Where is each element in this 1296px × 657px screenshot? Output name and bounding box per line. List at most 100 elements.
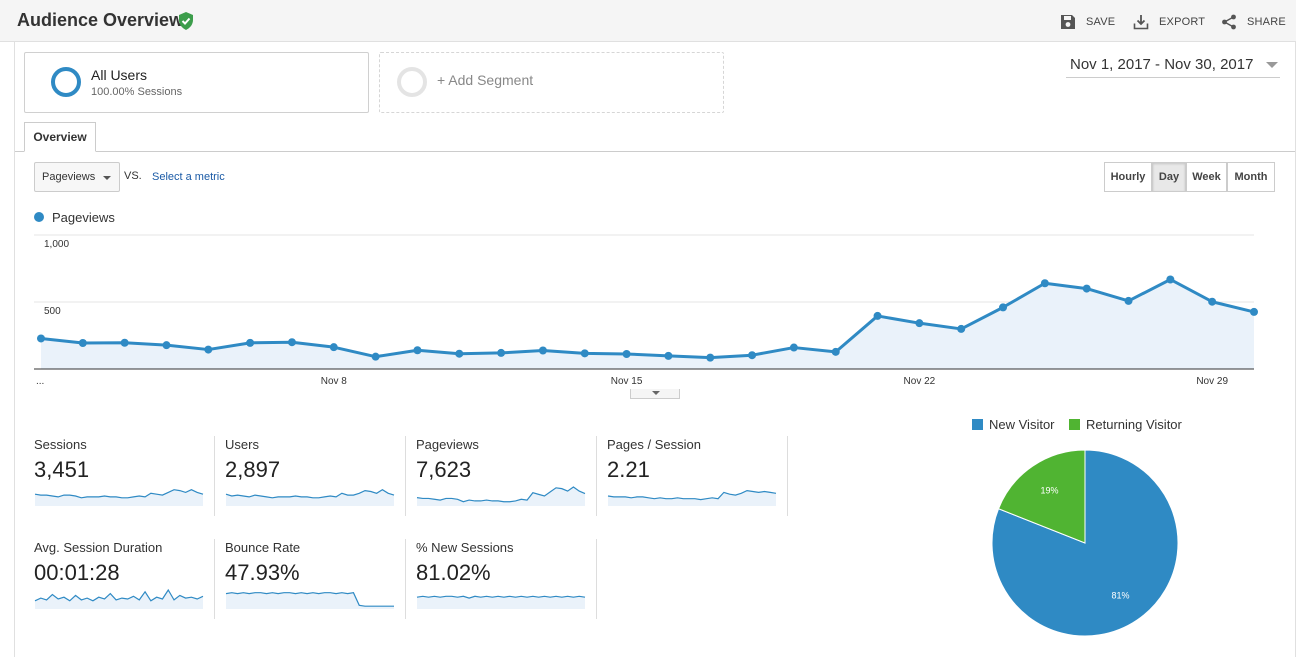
data-point[interactable] bbox=[664, 351, 673, 360]
series-legend-dot bbox=[34, 212, 44, 222]
tab-overview[interactable]: Overview bbox=[24, 122, 96, 152]
vs-label: VS. bbox=[124, 170, 142, 182]
page-title: Audience Overview bbox=[17, 10, 184, 30]
granularity-month-button[interactable]: Month bbox=[1227, 162, 1275, 192]
metric-value: 00:01:28 bbox=[34, 560, 120, 585]
date-range-label: Nov 1, 2017 - Nov 30, 2017 bbox=[1070, 56, 1254, 73]
data-point[interactable] bbox=[873, 311, 882, 320]
data-point[interactable] bbox=[287, 338, 296, 347]
data-point[interactable] bbox=[120, 338, 129, 347]
data-point[interactable] bbox=[204, 345, 213, 354]
export-button[interactable]: EXPORT bbox=[1133, 13, 1205, 31]
data-point[interactable] bbox=[957, 324, 966, 333]
x-tick-label: Nov 8 bbox=[321, 376, 348, 387]
metric-card-new-sessions[interactable]: % New Sessions 81.02% bbox=[416, 540, 606, 618]
granularity-week-button[interactable]: Week bbox=[1186, 162, 1227, 192]
export-label: EXPORT bbox=[1159, 16, 1206, 28]
verified-shield-icon bbox=[179, 12, 193, 30]
visitor-type-pie-chart: 81% 19% bbox=[991, 449, 1179, 637]
y-tick-label: 1,000 bbox=[44, 239, 69, 250]
data-point[interactable] bbox=[580, 349, 589, 358]
save-button[interactable]: SAVE bbox=[1060, 13, 1115, 31]
pie-legend-new-visitor[interactable]: New Visitor bbox=[972, 417, 1055, 432]
metric-card-pages-per-session[interactable]: Pages / Session 2.21 bbox=[607, 437, 797, 515]
data-point[interactable] bbox=[162, 341, 171, 350]
sparkline-line bbox=[34, 489, 204, 499]
pie-legend-returning-visitor[interactable]: Returning Visitor bbox=[1069, 417, 1182, 432]
data-point[interactable] bbox=[1082, 284, 1091, 293]
data-point[interactable] bbox=[371, 352, 380, 361]
metric-label: Pageviews bbox=[416, 437, 479, 452]
data-point[interactable] bbox=[413, 346, 422, 355]
data-point[interactable] bbox=[999, 303, 1008, 312]
metric-value: 2.21 bbox=[607, 457, 650, 482]
data-point[interactable] bbox=[246, 338, 255, 347]
y-tick-label: 500 bbox=[44, 306, 61, 317]
metric-label: % New Sessions bbox=[416, 540, 514, 555]
data-point[interactable] bbox=[1040, 279, 1049, 288]
top-bar: Audience Overview SAVE EXPORT SHARE bbox=[0, 0, 1296, 42]
save-icon bbox=[1061, 15, 1075, 29]
granularity-day-button[interactable]: Day bbox=[1152, 162, 1186, 192]
data-point[interactable] bbox=[37, 334, 45, 343]
sparkline-line bbox=[34, 588, 204, 602]
metric-card-bounce-rate[interactable]: Bounce Rate 47.93% bbox=[225, 540, 415, 618]
pie-slice[interactable] bbox=[997, 449, 1086, 544]
metric-select[interactable]: Pageviews bbox=[34, 162, 120, 192]
data-point[interactable] bbox=[622, 349, 631, 358]
metric-divider bbox=[405, 539, 406, 619]
sparkline bbox=[225, 592, 394, 609]
chevron-down-icon bbox=[652, 391, 660, 395]
sparkline-area bbox=[608, 490, 776, 506]
segment-all-users[interactable]: All Users 100.00% Sessions bbox=[24, 52, 369, 113]
data-point[interactable] bbox=[538, 346, 547, 355]
metric-card-sessions[interactable]: Sessions 3,451 bbox=[34, 437, 224, 515]
chart-collapse-toggle[interactable] bbox=[630, 389, 680, 399]
sparkline bbox=[607, 489, 777, 506]
sparkline bbox=[225, 488, 395, 506]
date-range-picker[interactable]: Nov 1, 2017 - Nov 30, 2017 bbox=[1066, 54, 1280, 78]
legend-label: New Visitor bbox=[989, 417, 1055, 432]
sparkline bbox=[34, 489, 204, 506]
data-point[interactable] bbox=[1124, 296, 1133, 305]
data-point[interactable] bbox=[455, 349, 464, 358]
data-point[interactable] bbox=[1166, 275, 1175, 284]
metric-label: Pages / Session bbox=[607, 437, 701, 452]
segment-sessions-share: 100.00% Sessions bbox=[91, 86, 183, 98]
metric-card-users[interactable]: Users 2,897 bbox=[225, 437, 415, 515]
data-point[interactable] bbox=[915, 319, 924, 328]
data-point[interactable] bbox=[329, 343, 338, 352]
select-metric-link[interactable]: Select a metric bbox=[152, 171, 225, 183]
data-point[interactable] bbox=[789, 343, 798, 352]
data-point[interactable] bbox=[706, 353, 715, 362]
data-point[interactable] bbox=[1250, 307, 1258, 316]
metric-value: 2,897 bbox=[225, 457, 281, 482]
data-point[interactable] bbox=[1208, 297, 1217, 306]
share-button[interactable]: SHARE bbox=[1221, 13, 1286, 31]
sparkline-line bbox=[225, 488, 395, 499]
add-segment-label: + Add Segment bbox=[437, 72, 534, 88]
sparkline-line bbox=[225, 592, 394, 607]
legend-swatch bbox=[972, 419, 983, 430]
pie-slice-label: 81% bbox=[1112, 590, 1130, 600]
legend-label: Returning Visitor bbox=[1086, 417, 1182, 432]
sparkline-line bbox=[416, 595, 586, 599]
legend-swatch bbox=[1069, 419, 1080, 430]
metric-divider bbox=[596, 436, 597, 516]
segment-name: All Users bbox=[91, 67, 148, 83]
metric-card-avg-session-duration[interactable]: Avg. Session Duration 00:01:28 bbox=[34, 540, 224, 618]
data-point[interactable] bbox=[497, 348, 506, 357]
export-icon bbox=[1133, 15, 1149, 30]
granularity-hourly-button[interactable]: Hourly bbox=[1104, 162, 1152, 192]
sparkline-area bbox=[417, 487, 585, 506]
x-tick-label: ... bbox=[36, 376, 44, 387]
x-tick-label: Nov 29 bbox=[1196, 376, 1228, 387]
data-point[interactable] bbox=[78, 339, 87, 348]
data-point[interactable] bbox=[748, 351, 757, 360]
data-point[interactable] bbox=[831, 347, 840, 356]
sparkline-line bbox=[416, 486, 586, 503]
sparkline-area bbox=[226, 592, 394, 609]
share-icon bbox=[1222, 14, 1236, 30]
add-segment-button[interactable]: + Add Segment bbox=[379, 52, 724, 113]
metric-card-pageviews[interactable]: Pageviews 7,623 bbox=[416, 437, 606, 515]
